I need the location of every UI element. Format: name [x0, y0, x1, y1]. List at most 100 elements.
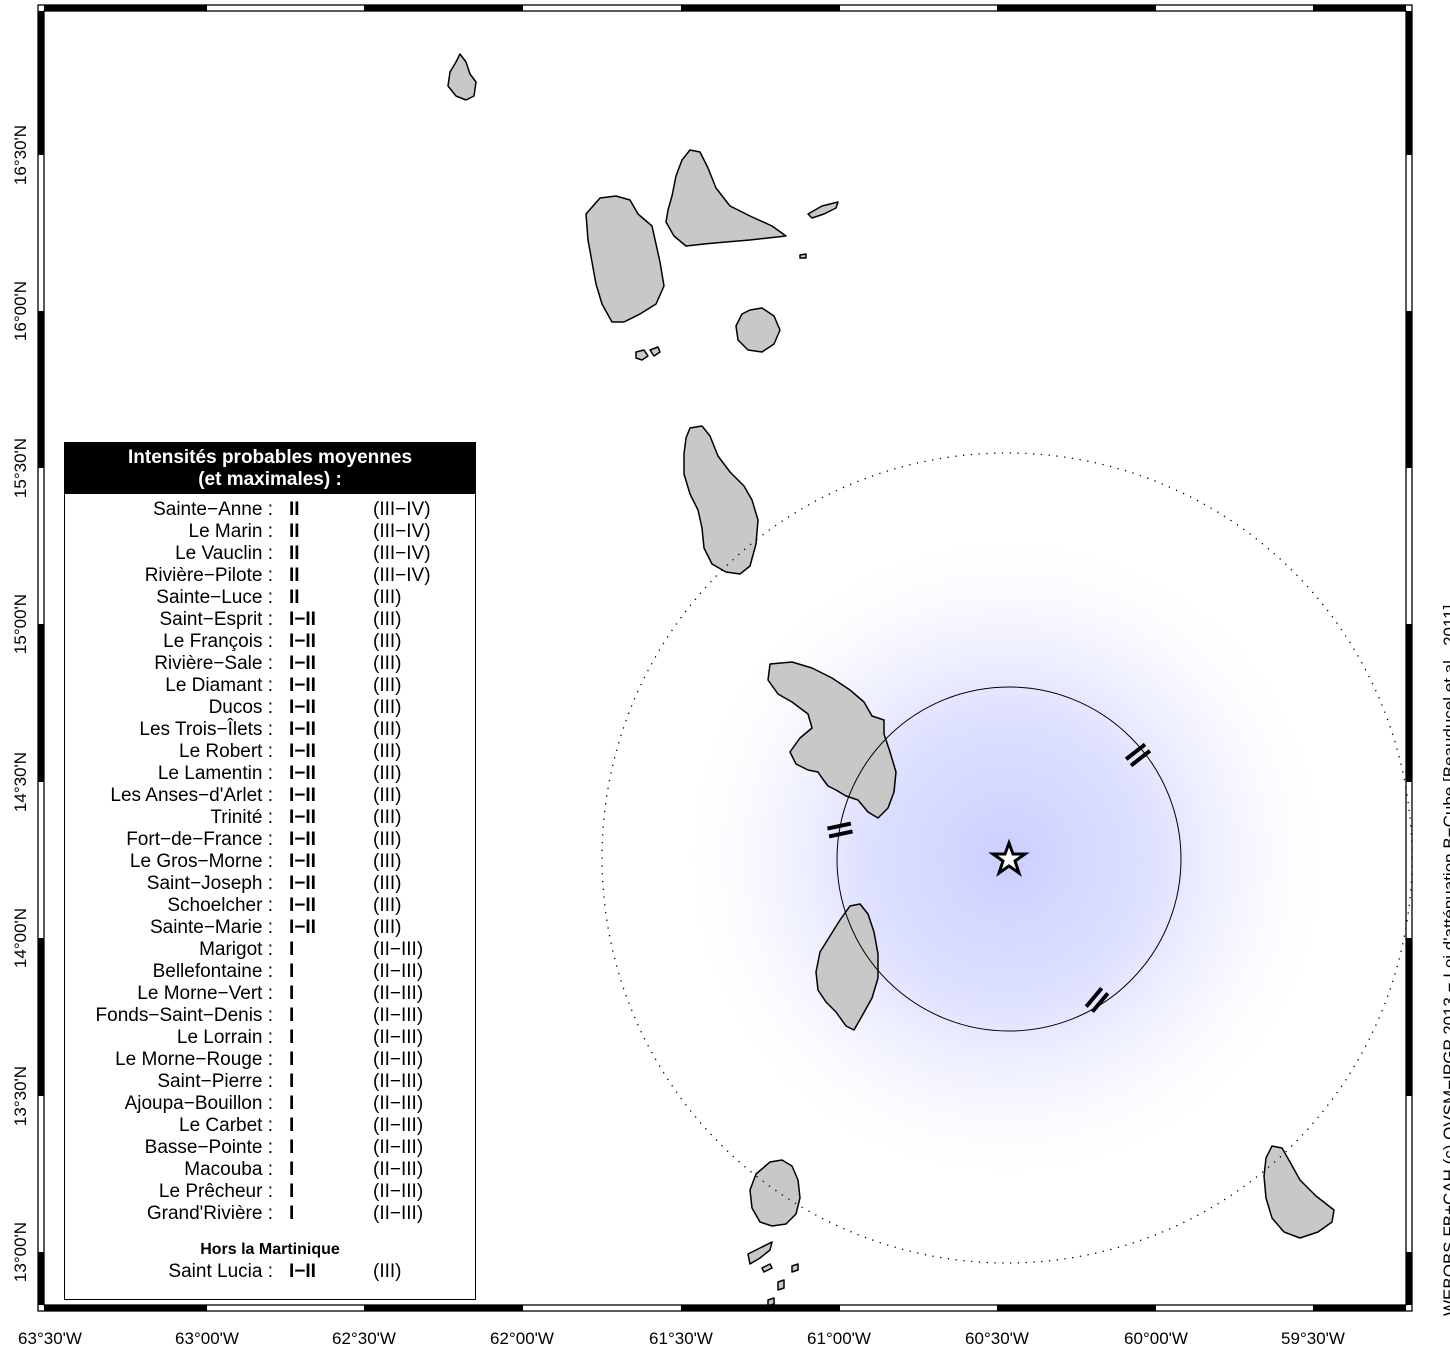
- intensity-max: (II−III): [373, 1181, 424, 1202]
- intensity-value: I: [289, 1137, 295, 1158]
- legend-row: Les Anses−d'Arlet : I−II (III): [65, 785, 475, 807]
- intensity-max: (II−III): [373, 1115, 424, 1136]
- latitude-labels: 16°30'N 16°00'N 15°30'N 15°00'N 14°30'N …: [11, 125, 30, 1282]
- intensity-value: II: [289, 587, 300, 608]
- intensity-value: I−II: [289, 873, 316, 894]
- intensity-max: (II−III): [373, 961, 424, 982]
- intensity-mark-w: [827, 821, 853, 839]
- commune-name: Saint−Pierre :: [157, 1071, 273, 1092]
- legend-row: Le François : I−II (III): [65, 631, 475, 653]
- commune-name: Sainte−Luce :: [156, 587, 273, 608]
- legend-row: Ducos : I−II (III): [65, 697, 475, 719]
- island-dominica: [683, 425, 759, 575]
- lat-label: 16°00'N: [11, 281, 30, 341]
- intensity-legend: Intensités probables moyennes (et maxima…: [64, 442, 476, 1300]
- legend-title-line1: Intensités probables moyennes: [127, 447, 413, 468]
- lon-label: 59°30'W: [1281, 1329, 1345, 1348]
- commune-name: Rivière−Pilote :: [144, 565, 273, 586]
- lat-label: 14°30'N: [11, 752, 30, 812]
- legend-row: Marigot : I (II−III): [65, 939, 475, 961]
- intensity-max: (III): [373, 917, 402, 938]
- commune-name: Fonds−Saint−Denis :: [95, 1005, 273, 1026]
- island-les-saintes: [635, 346, 661, 361]
- legend-row: Saint−Esprit : I−II (III): [65, 609, 475, 631]
- legend-row: Le Marin : II (III−IV): [65, 521, 475, 543]
- epicenter-star-icon: [988, 838, 1030, 877]
- intensity-max: (III): [373, 873, 402, 894]
- credit-text: WEBOBS FB+CAH (c) OVSM−IPGP 2013 − Loi d…: [1440, 604, 1450, 1316]
- intensity-max: (III): [373, 653, 402, 674]
- commune-name: Le Lamentin :: [157, 763, 273, 784]
- lat-label: 16°30'N: [11, 125, 30, 185]
- map-frame: [37, 4, 1413, 1312]
- intensity-marks: [827, 742, 1152, 1014]
- lon-label: 60°30'W: [965, 1329, 1029, 1348]
- island-petite-terre: [799, 253, 807, 259]
- intensity-max: (III−IV): [373, 565, 431, 586]
- intensity-value: II: [289, 521, 300, 542]
- legend-row: Trinité : I−II (III): [65, 807, 475, 829]
- commune-name: Le Prêcheur :: [158, 1181, 273, 1202]
- commune-name: Les Trois−Îlets :: [139, 719, 273, 740]
- legend-outside-rows: Saint Lucia : I−II (III): [65, 1261, 475, 1283]
- legend-row: Le Gros−Morne : I−II (III): [65, 851, 475, 873]
- lat-label: 13°30'N: [11, 1066, 30, 1126]
- intensity-max: (III): [373, 763, 402, 784]
- legend-row: Ajoupa−Bouillon : I (II−III): [65, 1093, 475, 1115]
- intensity-mark-se: [1084, 986, 1110, 1014]
- intensity-mark-ne: [1124, 742, 1152, 768]
- intensity-value: I−II: [289, 653, 316, 674]
- legend-row: Bellefontaine : I (II−III): [65, 961, 475, 983]
- island-montserrat: [447, 53, 477, 101]
- intensity-max: (II−III): [373, 1093, 424, 1114]
- island-saint-vincent: [749, 1159, 801, 1227]
- intensity-value: I−II: [289, 829, 316, 850]
- intensity-value: I: [289, 961, 295, 982]
- intensity-max: (III): [373, 895, 402, 916]
- intensity-value: I−II: [289, 917, 316, 938]
- intensity-value: II: [289, 543, 300, 564]
- intensity-max: (II−III): [373, 1071, 424, 1092]
- legend-row: Macouba : I (II−III): [65, 1159, 475, 1181]
- intensity-value: I: [289, 1005, 295, 1026]
- legend-row: Le Morne−Vert : I (II−III): [65, 983, 475, 1005]
- legend-row: Le Lorrain : I (II−III): [65, 1027, 475, 1049]
- intensity-value: I−II: [289, 719, 316, 740]
- commune-name: Marigot :: [199, 939, 273, 960]
- legend-row: Saint−Joseph : I−II (III): [65, 873, 475, 895]
- lat-label: 13°00'N: [11, 1222, 30, 1282]
- commune-name: Schoelcher :: [167, 895, 273, 916]
- lat-label: 14°00'N: [11, 908, 30, 968]
- intensity-value: I−II: [289, 851, 316, 872]
- intensity-max: (III): [373, 851, 402, 872]
- legend-row: Schoelcher : I−II (III): [65, 895, 475, 917]
- intensity-max: (III): [373, 1261, 402, 1282]
- commune-name: Saint−Esprit :: [159, 609, 273, 630]
- legend-row: Sainte−Marie : I−II (III): [65, 917, 475, 939]
- commune-name: Grand'Rivière :: [146, 1203, 273, 1224]
- island-basse-terre: [585, 195, 665, 323]
- intensity-value: I: [289, 983, 295, 1004]
- intensity-value: I: [289, 1027, 295, 1048]
- legend-row: Saint−Pierre : I (II−III): [65, 1071, 475, 1093]
- intensity-value: I−II: [289, 697, 316, 718]
- commune-name: Le Marin :: [188, 521, 273, 542]
- intensity-value: I−II: [289, 741, 316, 762]
- lon-label: 61°30'W: [649, 1329, 713, 1348]
- intensity-value: I: [289, 1049, 295, 1070]
- isoseismal-circle: [836, 686, 1182, 1032]
- intensity-value: I−II: [289, 785, 316, 806]
- commune-name: Le Vauclin :: [175, 543, 273, 564]
- legend-row: Le Robert : I−II (III): [65, 741, 475, 763]
- intensity-max: (II−III): [373, 983, 424, 1004]
- intensity-value: I: [289, 1203, 295, 1224]
- intensity-value: I: [289, 1181, 295, 1202]
- legend-title: Intensités probables moyennes (et maxima…: [65, 443, 475, 494]
- island-desirade: [807, 201, 839, 219]
- commune-name: Basse−Pointe :: [144, 1137, 273, 1158]
- intensity-max: (III): [373, 631, 402, 652]
- commune-name: Sainte−Anne :: [153, 499, 273, 520]
- intensity-max: (II−III): [373, 1203, 424, 1224]
- intensity-value: II: [289, 499, 300, 520]
